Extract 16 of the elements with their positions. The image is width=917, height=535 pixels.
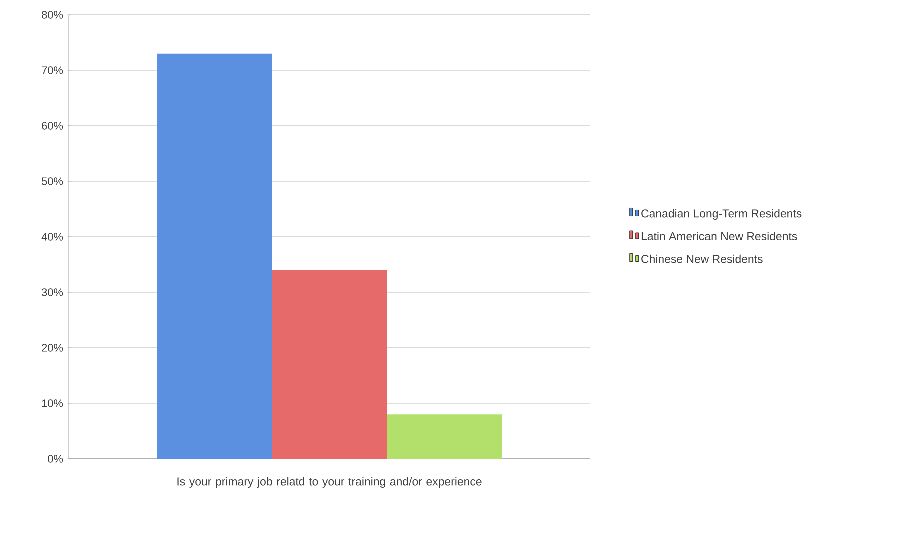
legend-label: Canadian Long-Term Residents: [642, 209, 802, 220]
legend-label: Chinese New Residents: [642, 254, 763, 264]
y-tick-label: 80%: [42, 11, 64, 19]
y-tick-label: 60%: [42, 122, 64, 130]
bar: [387, 414, 502, 459]
y-tick-label: 10%: [42, 400, 64, 408]
y-tick-label: 20%: [42, 344, 64, 352]
y-tick-label: 40%: [42, 233, 64, 241]
bar: [272, 270, 388, 459]
y-tick-label: 70%: [42, 66, 64, 74]
bar: [157, 54, 272, 459]
x-axis-title: Is your primary job relatd to your training and/or experience: [178, 477, 482, 488]
legend-label: Latin American New Residents: [642, 232, 798, 241]
y-tick-label: 30%: [42, 288, 64, 296]
y-tick-label: 50%: [42, 178, 64, 186]
y-tick-label: 0%: [48, 455, 64, 463]
